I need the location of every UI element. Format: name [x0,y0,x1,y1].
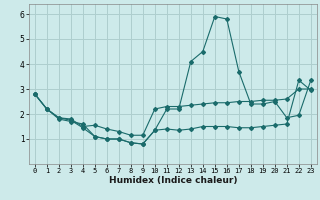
X-axis label: Humidex (Indice chaleur): Humidex (Indice chaleur) [108,176,237,185]
